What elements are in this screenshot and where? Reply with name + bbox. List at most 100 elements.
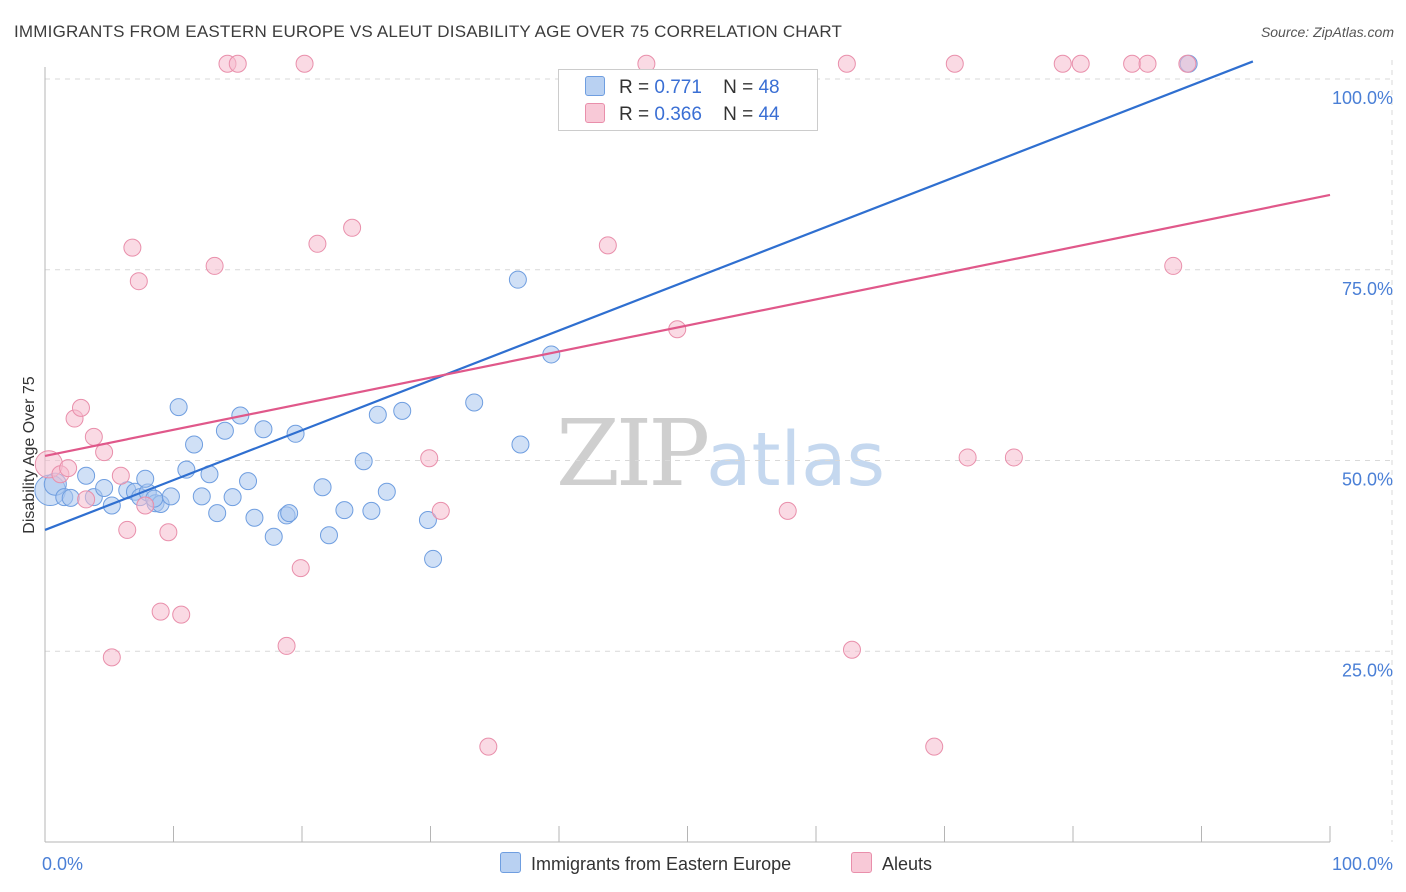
pink-data-point: [136, 496, 155, 515]
pink-data-point: [837, 54, 856, 73]
pink-data-point: [71, 398, 90, 417]
pink-data-point: [102, 648, 121, 667]
pink-data-point: [1138, 54, 1157, 73]
pink-data-point: [159, 523, 178, 542]
legend-blue-r-label: R =: [619, 77, 650, 98]
bottom-legend-swatch-pink: [851, 852, 872, 873]
pink-data-point: [228, 54, 247, 73]
pink-trendline: [44, 193, 1331, 457]
blue-data-point: [215, 421, 234, 440]
bottom-legend-blue: Immigrants from Eastern Europe: [500, 852, 791, 875]
chart-title: IMMIGRANTS FROM EASTERN EUROPE VS ALEUT …: [14, 22, 843, 41]
blue-data-point: [161, 487, 180, 506]
pink-data-point: [925, 737, 944, 756]
pink-data-point: [111, 466, 130, 485]
pink-data-point: [842, 640, 861, 659]
legend-blue-r-value: 0.771: [654, 77, 702, 98]
blue-data-point: [223, 488, 242, 507]
blue-data-point: [136, 469, 155, 488]
blue-data-point: [368, 405, 387, 424]
blue-data-point: [254, 420, 273, 439]
pink-data-point: [479, 737, 498, 756]
pink-data-point: [291, 559, 310, 578]
legend-pink-r-value: 0.366: [654, 104, 702, 125]
pink-data-point: [1004, 448, 1023, 467]
pink-data-point: [1164, 256, 1183, 275]
blue-data-point: [465, 393, 484, 412]
watermark-zip: ZIP: [556, 400, 710, 507]
pink-data-point: [308, 234, 327, 253]
legend-row-blue: R = 0.771 N = 48: [585, 76, 780, 99]
blue-data-point: [185, 435, 204, 454]
blue-data-point: [239, 472, 258, 491]
pink-data-point: [431, 501, 450, 520]
legend-row-pink: R = 0.366 N = 44: [585, 103, 780, 126]
pink-data-point: [172, 605, 191, 624]
blue-data-point: [354, 452, 373, 471]
pink-data-point: [118, 520, 137, 539]
pink-data-point: [205, 256, 224, 275]
pink-data-point: [277, 636, 296, 655]
bottom-legend-pink: Aleuts: [851, 852, 932, 875]
blue-trendline: [44, 60, 1254, 531]
pink-data-point: [1123, 54, 1142, 73]
legend-blue-n-label: N =: [723, 77, 754, 98]
blue-data-point: [362, 501, 381, 520]
blue-data-point: [313, 478, 332, 497]
y-tick-label: 100.0%: [1332, 88, 1393, 108]
blue-data-point: [245, 508, 264, 527]
blue-data-point: [418, 511, 437, 530]
blue-data-point: [508, 270, 527, 289]
pink-data-point: [778, 501, 797, 520]
blue-data-point: [377, 482, 396, 501]
blue-data-point: [192, 487, 211, 506]
source-credit: Source: ZipAtlas.com: [1260, 24, 1394, 40]
pink-data-point: [151, 602, 170, 621]
blue-data-point: [393, 401, 412, 420]
pink-data-point: [343, 218, 362, 237]
legend-blue-n-value: 48: [758, 77, 780, 98]
y-tick-label: 25.0%: [1342, 660, 1393, 680]
pink-data-point: [59, 459, 78, 478]
tick-label-layer: 25.0% 50.0% 75.0% 100.0% 0.0% 100.0%: [42, 88, 1393, 874]
correlation-legend: R = 0.771 N = 48 R = 0.366 N = 44: [558, 69, 818, 131]
bottom-legend-blue-label: Immigrants from Eastern Europe: [531, 854, 792, 874]
x-tick-label-min: 0.0%: [42, 854, 83, 874]
y-tick-label: 75.0%: [1342, 279, 1393, 299]
trend-layer: [44, 60, 1331, 531]
pink-data-point: [123, 238, 142, 257]
pink-data-point: [958, 448, 977, 467]
pink-data-point: [1071, 54, 1090, 73]
bottom-legend-swatch-blue: [500, 852, 521, 873]
bottom-legend-pink-label: Aleuts: [882, 854, 933, 874]
y-tick-label: 50.0%: [1342, 470, 1393, 490]
blue-data-point: [61, 488, 80, 507]
blue-data-point: [511, 435, 530, 454]
legend-pink-r-label: R =: [619, 104, 650, 125]
blue-data-point: [424, 549, 443, 568]
blue-data-point: [95, 478, 114, 497]
points-layer: [34, 54, 1198, 756]
blue-data-point: [264, 527, 283, 546]
pink-data-point: [84, 427, 103, 446]
blue-data-point: [169, 398, 188, 417]
blue-data-point: [208, 504, 227, 523]
pink-data-point: [420, 449, 439, 468]
blue-data-point: [319, 526, 338, 545]
pink-data-point: [945, 54, 964, 73]
pink-data-point: [598, 236, 617, 255]
legend-pink-n-label: N =: [723, 104, 754, 125]
legend-swatch-blue: [585, 76, 605, 96]
blue-data-point: [77, 466, 96, 485]
blue-data-point: [335, 501, 354, 520]
legend-swatch-pink: [585, 103, 605, 123]
legend-pink-n-value: 44: [758, 104, 780, 125]
x-tick-label-max: 100.0%: [1332, 854, 1393, 874]
pink-data-point: [1178, 54, 1197, 73]
pink-data-point: [295, 54, 314, 73]
pink-data-point: [129, 272, 148, 291]
pink-data-point: [77, 490, 96, 509]
blue-data-point: [280, 504, 299, 523]
pink-data-point: [1053, 54, 1072, 73]
